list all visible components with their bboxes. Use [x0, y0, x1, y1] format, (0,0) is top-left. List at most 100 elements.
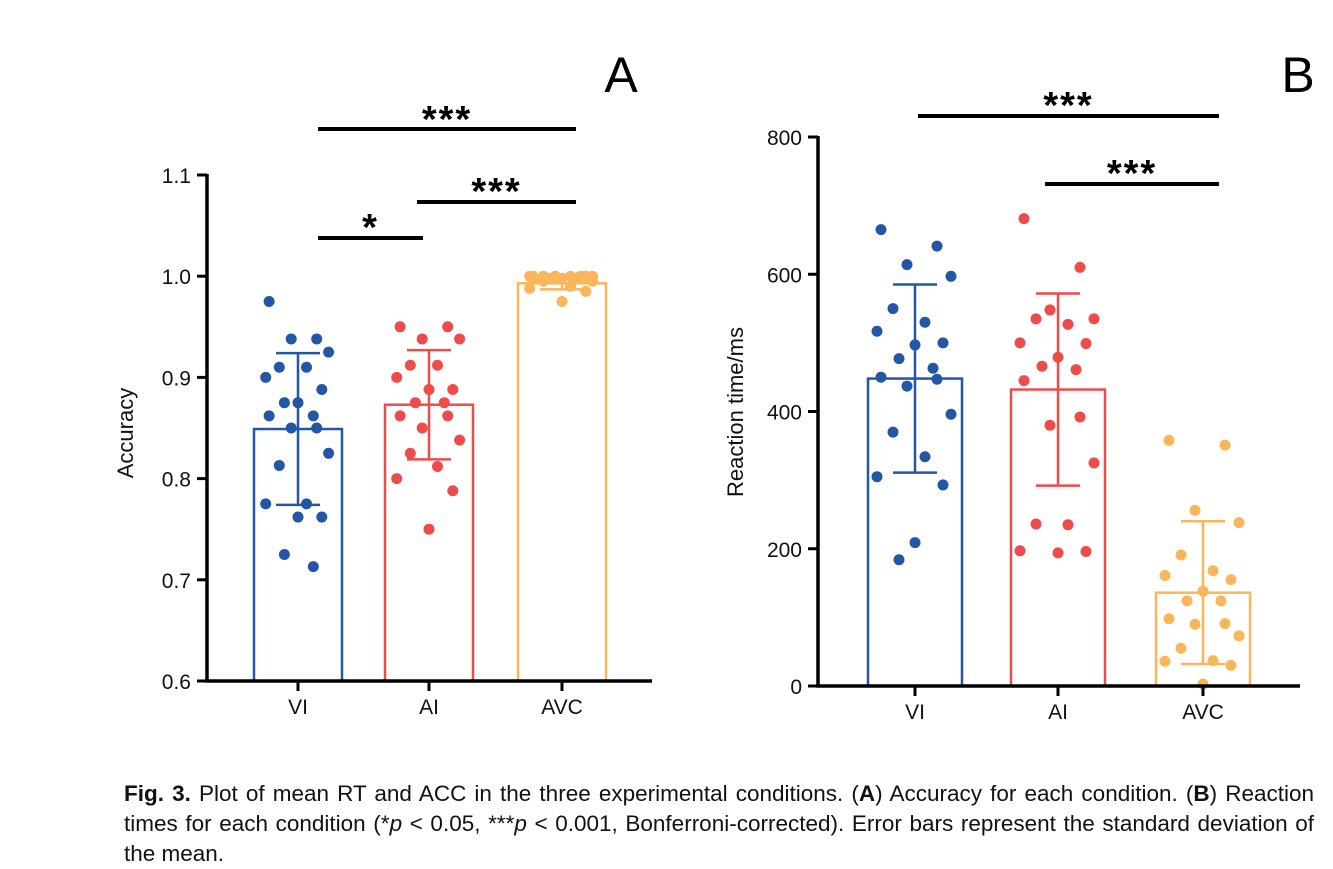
data-point — [887, 303, 899, 315]
x-tick-label: AVC — [1182, 701, 1224, 724]
caption-text-1: Plot of mean RT and ACC in the three exp… — [190, 780, 859, 806]
data-point — [391, 371, 403, 383]
y-tick-label: 600 — [767, 264, 802, 287]
data-point — [575, 273, 587, 285]
data-point — [931, 373, 943, 385]
data-point — [901, 259, 913, 271]
data-point — [1219, 618, 1231, 630]
data-point — [875, 371, 887, 383]
data-point — [1062, 519, 1074, 531]
data-point — [1018, 375, 1030, 387]
data-point — [1052, 547, 1064, 559]
data-point — [1219, 439, 1231, 451]
data-point — [442, 410, 454, 422]
data-point — [316, 511, 328, 523]
data-point — [945, 408, 957, 420]
panel-letter: A — [604, 47, 638, 103]
significance-label: * — [362, 207, 379, 249]
data-point — [438, 397, 450, 409]
significance-label: *** — [1107, 153, 1157, 195]
data-point — [311, 333, 323, 345]
data-point — [1181, 595, 1193, 607]
data-point — [416, 333, 428, 345]
data-point — [1233, 630, 1245, 642]
data-point — [927, 362, 939, 374]
data-point — [937, 479, 949, 491]
data-point — [323, 447, 335, 459]
data-point — [901, 380, 913, 392]
caption-bold-a: A — [858, 780, 876, 806]
data-point — [909, 537, 921, 549]
data-point — [442, 321, 454, 333]
data-point — [404, 447, 416, 459]
data-point — [1088, 313, 1100, 325]
data-point — [1207, 565, 1219, 577]
caption-text-4: < 0.05, *** — [402, 810, 515, 836]
data-point — [524, 282, 536, 294]
data-point — [556, 296, 568, 307]
y-tick-label: 1.1 — [162, 165, 191, 188]
data-point — [1080, 338, 1092, 350]
data-point — [404, 359, 416, 371]
data-point — [887, 426, 899, 438]
data-point — [1044, 419, 1056, 431]
data-point — [1225, 574, 1237, 586]
data-point — [1070, 364, 1082, 376]
data-point — [409, 397, 421, 409]
x-tick-label: AVC — [541, 696, 583, 719]
data-point — [580, 285, 592, 297]
data-point — [1233, 517, 1245, 529]
caption-text-2: ) Accuracy for each condition. ( — [875, 780, 1194, 806]
data-point — [1175, 549, 1187, 561]
caption-lead: Fig. 3. — [124, 780, 191, 806]
data-point — [1159, 655, 1171, 667]
data-point — [549, 273, 561, 285]
data-point — [292, 511, 304, 523]
bar-avc — [516, 282, 608, 683]
data-point — [260, 498, 272, 510]
data-point — [937, 337, 949, 349]
data-point — [447, 384, 459, 396]
x-tick-label: AI — [419, 696, 439, 719]
x-tick-label: VI — [288, 696, 308, 719]
data-point — [394, 321, 406, 333]
figure-svg: 0.60.70.80.91.01.1VI AI AVCAccuracyA******… — [113, 47, 1315, 724]
significance-label: *** — [471, 171, 521, 213]
data-point — [1030, 313, 1042, 325]
data-point — [1159, 570, 1171, 582]
y-tick-label: 800 — [767, 127, 802, 150]
significance-label: *** — [422, 99, 472, 141]
data-point — [919, 316, 931, 328]
data-point — [919, 451, 931, 463]
y-axis-title: Reaction time/ms — [723, 327, 748, 497]
y-tick-label: 0.7 — [162, 570, 191, 593]
data-point — [394, 410, 406, 422]
data-point — [432, 359, 443, 371]
x-tick-label: VI — [905, 701, 925, 724]
data-point — [391, 473, 403, 485]
caption-p-2: p — [514, 810, 527, 836]
caption-bold-b: B — [1193, 780, 1210, 806]
data-point — [1080, 545, 1092, 557]
data-point — [945, 270, 957, 282]
data-point — [273, 459, 285, 471]
data-point — [1062, 318, 1074, 330]
data-point — [285, 333, 297, 345]
data-point — [1215, 595, 1227, 607]
data-point — [931, 240, 943, 252]
y-tick-label: 0.8 — [162, 469, 191, 492]
data-point — [527, 273, 539, 285]
data-point — [323, 346, 335, 358]
data-point — [871, 325, 883, 337]
data-point — [454, 333, 466, 345]
significance-label: *** — [1043, 85, 1093, 127]
caption-p-1: p — [389, 810, 403, 836]
data-point — [1088, 457, 1100, 469]
data-point — [273, 361, 285, 373]
data-point — [1163, 434, 1175, 446]
data-point — [263, 296, 275, 307]
data-point — [893, 554, 905, 566]
y-tick-label: 0 — [790, 676, 802, 699]
chart-panel-b: 0 200 400 600 800 VI AI AVC Reaction time/ms B ***… — [723, 47, 1315, 724]
y-tick-label: 400 — [767, 402, 802, 425]
